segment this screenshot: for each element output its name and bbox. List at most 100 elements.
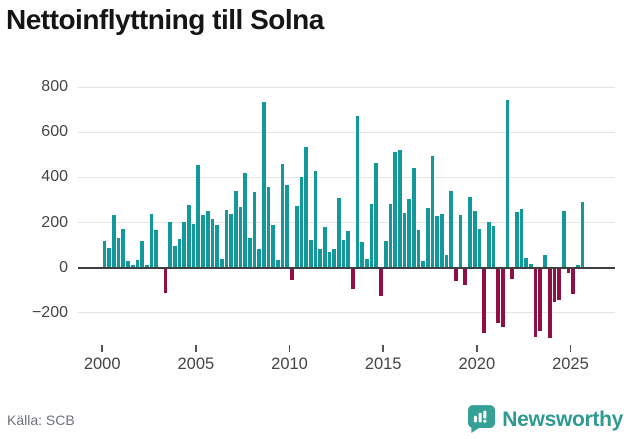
bar-positive xyxy=(205,211,210,268)
bar-negative xyxy=(510,267,515,279)
bar-positive xyxy=(304,147,308,268)
bar-negative xyxy=(557,267,561,300)
bar-positive xyxy=(365,258,369,268)
bar-positive xyxy=(360,241,365,268)
bar-positive xyxy=(102,241,107,268)
newsworthy-logo: Newsworthy xyxy=(468,405,623,434)
bar-positive xyxy=(135,260,140,268)
bar-positive xyxy=(519,208,524,268)
newsworthy-logo-icon xyxy=(468,405,496,433)
bar-positive xyxy=(440,213,444,268)
x-tick-mark xyxy=(195,345,197,352)
x-tick-label: 2000 xyxy=(83,355,121,373)
bar-negative xyxy=(379,267,383,296)
bar-positive xyxy=(524,257,529,268)
bar-positive xyxy=(332,248,336,268)
bar-positive xyxy=(210,218,215,268)
zero-axis-line xyxy=(78,266,615,269)
bar-positive xyxy=(177,238,182,268)
page-title: Nettoinflyttning till Solna xyxy=(6,4,324,35)
bar-positive xyxy=(252,192,257,268)
gridline xyxy=(78,176,615,178)
bar-positive xyxy=(308,240,313,268)
bar-negative xyxy=(566,267,571,274)
bar-positive xyxy=(426,207,430,268)
bar-positive xyxy=(215,225,219,268)
gridline xyxy=(78,86,615,88)
bar-positive xyxy=(421,260,426,268)
bar-positive xyxy=(393,152,397,268)
bar-positive xyxy=(411,167,416,268)
bar-positive xyxy=(271,224,276,268)
bar-positive xyxy=(388,203,393,268)
bar-positive xyxy=(266,187,271,268)
bar-positive xyxy=(575,264,580,268)
bar-positive xyxy=(402,212,407,268)
bar-positive xyxy=(168,221,173,268)
bar-negative xyxy=(290,267,294,280)
bar-positive xyxy=(407,198,411,268)
bar-positive xyxy=(154,229,158,268)
bar-positive xyxy=(182,222,187,268)
bar-positive xyxy=(337,197,341,268)
bar-negative xyxy=(482,267,486,334)
bar-positive xyxy=(187,205,191,268)
bar-negative xyxy=(538,267,543,331)
bar-positive xyxy=(327,252,332,268)
bar-positive xyxy=(355,116,360,268)
bar-positive xyxy=(191,223,196,268)
bar-positive xyxy=(346,231,351,268)
gridline xyxy=(78,222,615,224)
bar-positive xyxy=(247,238,252,268)
bar-positive xyxy=(173,246,177,268)
bar-positive xyxy=(243,172,247,268)
x-tick-mark xyxy=(569,345,572,352)
bar-positive xyxy=(116,237,121,268)
bar-positive xyxy=(529,264,533,268)
x-tick-label: 2025 xyxy=(552,355,589,373)
bar-positive xyxy=(224,210,229,268)
y-tick-label: 200 xyxy=(41,213,68,231)
bar-positive xyxy=(543,254,547,268)
gridline xyxy=(78,312,615,314)
bar-positive xyxy=(449,191,454,268)
bar-positive xyxy=(144,264,149,268)
bar-positive xyxy=(341,240,346,268)
bar-negative xyxy=(463,267,468,285)
bar-positive xyxy=(280,163,285,268)
bar-positive xyxy=(318,248,322,268)
y-tick-label: 800 xyxy=(41,78,68,96)
bar-positive xyxy=(486,222,491,268)
bar-positive xyxy=(196,165,201,268)
x-tick-mark xyxy=(288,345,291,352)
bar-negative xyxy=(533,267,538,337)
mini-bar-chart-icon xyxy=(474,410,487,423)
bar-negative xyxy=(500,267,505,327)
bar-negative xyxy=(496,267,500,323)
bar-positive xyxy=(276,260,280,268)
bar-positive xyxy=(201,214,205,268)
bar-positive xyxy=(219,258,224,268)
bar-positive xyxy=(257,248,262,268)
x-tick-label: 2020 xyxy=(458,355,496,373)
bar-positive xyxy=(444,254,449,268)
bar-positive xyxy=(374,162,379,268)
bar-positive xyxy=(515,212,519,268)
bar-positive xyxy=(430,156,435,268)
x-tick-label: 2015 xyxy=(364,355,402,373)
bar-positive xyxy=(126,261,130,268)
bar-negative xyxy=(351,267,355,289)
bar-positive xyxy=(477,228,482,268)
bar-positive xyxy=(505,100,510,268)
bar-positive xyxy=(229,213,233,268)
bar-positive xyxy=(313,171,318,268)
bar-positive xyxy=(369,203,374,268)
bar-positive xyxy=(561,211,566,268)
bar-positive xyxy=(322,227,327,268)
bar-positive xyxy=(140,241,144,268)
bar-positive xyxy=(472,211,477,268)
bar-positive xyxy=(112,215,116,268)
y-tick-label: 0 xyxy=(59,258,68,276)
bar-positive xyxy=(491,225,496,268)
y-tick-label: 400 xyxy=(41,168,68,186)
